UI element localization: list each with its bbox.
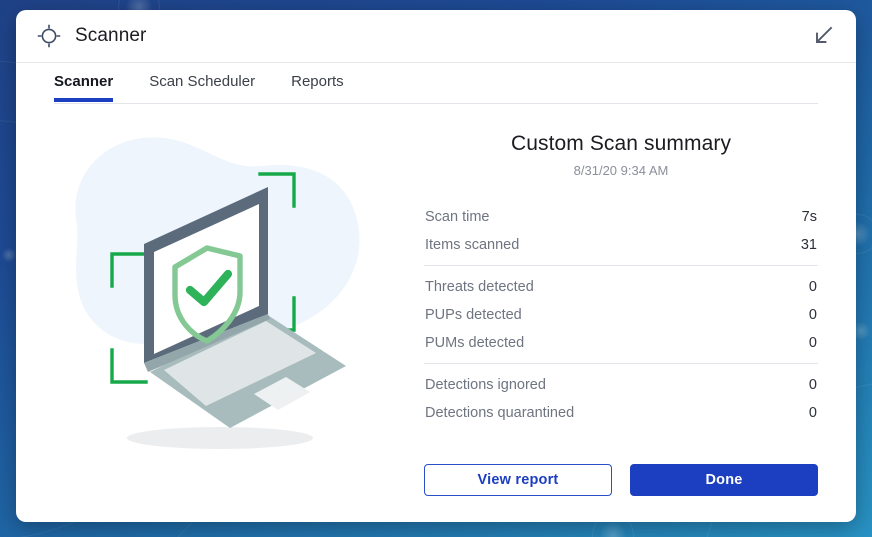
illustration-pane: [54, 104, 424, 522]
stat-value: 0: [808, 405, 817, 421]
stat-value: 31: [800, 237, 817, 253]
stat-value: 0: [808, 307, 817, 323]
floor-shadow: [127, 427, 313, 449]
arrow-down-left-icon[interactable]: [808, 21, 838, 51]
summary-pane: Custom Scan summary 8/31/20 9:34 AM Scan…: [424, 104, 818, 522]
stat-row-pups-detected: PUPs detected 0: [424, 301, 818, 329]
scan-timestamp: 8/31/20 9:34 AM: [573, 163, 669, 178]
tab-scan-scheduler[interactable]: Scan Scheduler: [149, 73, 256, 90]
scanner-window: Scanner Scanner Scan Scheduler Reports: [16, 10, 856, 522]
window-body: Custom Scan summary 8/31/20 9:34 AM Scan…: [16, 104, 856, 522]
laptop-shield-scan-illustration: [75, 137, 360, 449]
crosshair-target-icon: [36, 23, 62, 49]
stat-row-scan-time: Scan time 7s: [424, 203, 818, 231]
stat-label: PUPs detected: [425, 307, 522, 323]
stat-value: 7s: [801, 209, 817, 225]
stat-group-detections: Threats detected 0 PUPs detected 0 PUMs …: [424, 265, 818, 363]
stat-row-threats-detected: Threats detected 0: [424, 273, 818, 301]
scan-statistics: Scan time 7s Items scanned 31 Threats de…: [424, 200, 818, 429]
laptop-trackpad: [254, 377, 310, 410]
stat-label: Items scanned: [425, 237, 520, 253]
laptop-keyboard: [164, 321, 316, 406]
stat-row-pums-detected: PUMs detected 0: [424, 329, 818, 357]
page-title: Custom Scan summary: [510, 132, 732, 155]
stat-value: 0: [808, 335, 817, 351]
stat-label: Detections ignored: [425, 377, 546, 393]
title-bar: Scanner: [16, 10, 856, 63]
stat-group-timing: Scan time 7s Items scanned 31: [424, 200, 818, 265]
tab-reports[interactable]: Reports: [291, 73, 344, 90]
stat-label: PUMs detected: [425, 335, 525, 351]
stat-label: Scan time: [425, 209, 490, 225]
stat-row-items-scanned: Items scanned 31: [424, 231, 818, 259]
stat-label: Threats detected: [425, 279, 534, 295]
tab-scanner[interactable]: Scanner: [54, 63, 114, 102]
shield-check-icon: [172, 245, 243, 344]
button-row: View report Done: [424, 464, 818, 522]
stat-row-detections-ignored: Detections ignored 0: [424, 371, 818, 399]
tab-bar: Scanner Scan Scheduler Reports: [16, 63, 856, 104]
stat-row-detections-quarantined: Detections quarantined 0: [424, 399, 818, 427]
done-button[interactable]: Done: [630, 464, 818, 496]
stat-label: Detections quarantined: [425, 405, 575, 421]
view-report-button[interactable]: View report: [424, 464, 612, 496]
stat-value: 0: [808, 279, 817, 295]
window-title: Scanner: [75, 25, 147, 46]
stat-value: 0: [808, 377, 817, 393]
stat-group-actions: Detections ignored 0 Detections quaranti…: [424, 363, 818, 429]
background-node: [852, 322, 870, 340]
